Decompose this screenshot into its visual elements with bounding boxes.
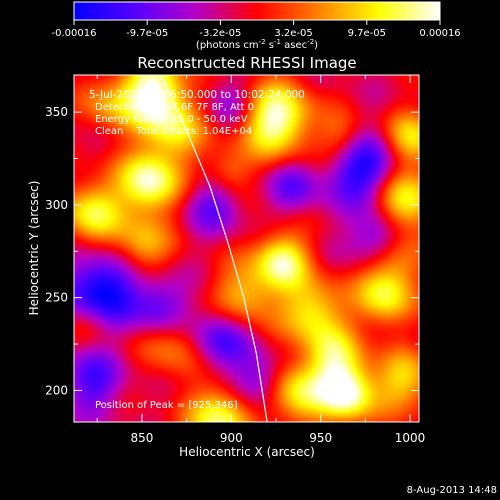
colorbar-unit-label: (photons cm-2 s-1 asec-2) (196, 38, 318, 51)
y-tick-label: 250 (45, 291, 68, 305)
y-tick-label: 300 (45, 198, 68, 212)
x-tick-label: 850 (130, 431, 153, 445)
y-axis-label: Heliocentric Y (arcsec) (27, 181, 41, 316)
y-tick-label: 200 (45, 383, 68, 397)
x-tick-label: 900 (220, 431, 243, 445)
y-tick-label: 350 (45, 105, 68, 119)
x-axis-label: Heliocentric X (arcsec) (179, 445, 315, 459)
colorbar-tick-label: -9.7e-05 (126, 28, 168, 39)
heatmap-image (74, 75, 419, 422)
colorbar-gradient (73, 1, 441, 21)
colorbar-tick-label: -3.2e-05 (199, 28, 241, 39)
colorbar-tick-label: 3.2e-05 (274, 28, 312, 39)
x-tick-label: 1000 (395, 431, 426, 445)
colorbar-tick-label: 9.7e-05 (348, 28, 386, 39)
colorbar: -0.00016 -9.7e-05 -3.2e-05 3.2e-05 9.7e-05 0.… (52, 1, 461, 51)
colorbar-tick-label: 0.00016 (419, 28, 460, 39)
x-tick-label: 950 (309, 431, 332, 445)
colorbar-tick-label: -0.00016 (52, 28, 97, 39)
colorbar-ticks: -0.00016 -9.7e-05 -3.2e-05 3.2e-05 9.7e-05 0.… (52, 20, 461, 39)
annotation-detectors: Detectors: 4F 5F 6F 7F 8F, Att 0 (95, 102, 254, 113)
annotation-time-range: 5-Jul-2011 09:56:50.000 to 10:02:24.000 (89, 89, 305, 101)
annotation-peak: Position of Peak = [925,346] (95, 400, 238, 411)
annotations: 5-Jul-2011 09:56:50.000 to 10:02:24.000 … (89, 89, 305, 411)
annotation-clean: Clean Total counts: 1.04E+04 (95, 126, 252, 137)
solar-limb-line (161, 75, 268, 422)
annotation-energy: Energy Range: 25.0 - 50.0 keV (95, 114, 248, 125)
axis-ticks: 850 900 950 1000 200 250 300 350 (45, 75, 425, 445)
chart-title: Reconstructed RHESSI Image (137, 54, 356, 72)
plot-frame (73, 74, 420, 423)
footer-date: 8-Aug-2013 14:48 (407, 485, 497, 496)
heatmap-raster (74, 75, 419, 422)
